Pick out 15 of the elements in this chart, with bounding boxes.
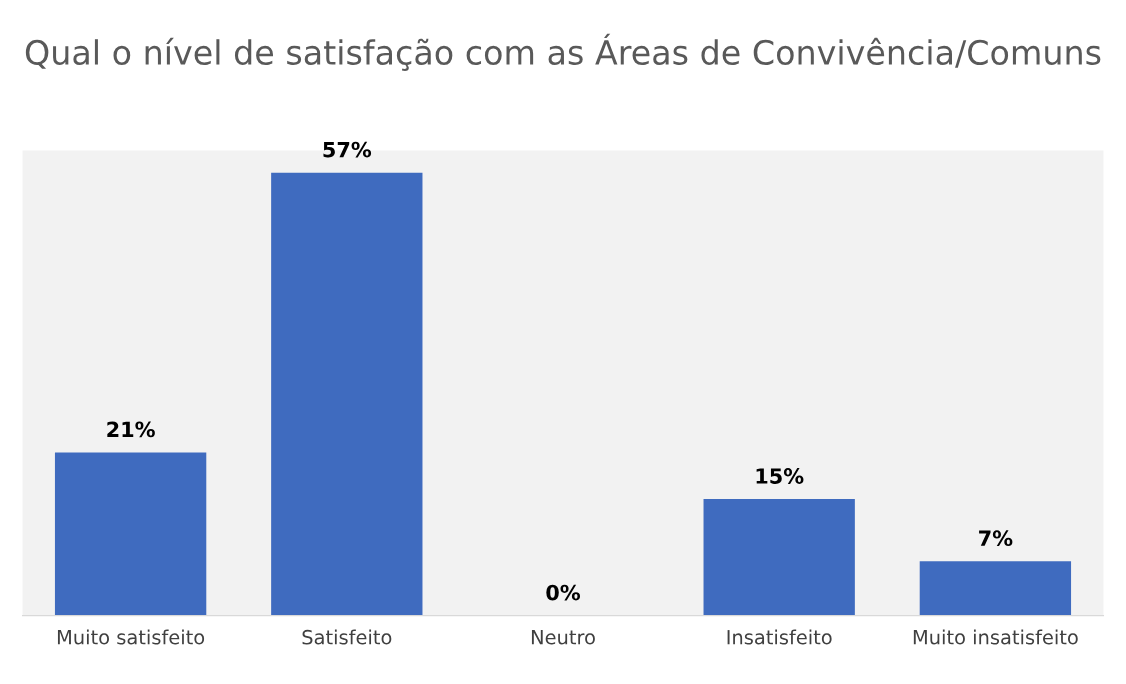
data-label: 7%: [979, 530, 1013, 547]
x-tick-label: Insatisfeito: [727, 629, 832, 645]
chart-title: Qual o nível de satisfação com as Áreas de Convivência/Comuns: [25, 33, 1101, 71]
x-tick-label: Satisfeito: [302, 629, 392, 645]
x-tick-label: Muito insatisfeito: [913, 629, 1078, 645]
bar: [54, 452, 207, 616]
bar: [271, 172, 423, 616]
data-label: 0%: [546, 584, 581, 601]
bar: [703, 499, 855, 616]
x-tick-label: Neutro: [531, 630, 595, 645]
data-label: 57%: [323, 141, 372, 158]
bar: [919, 561, 1072, 616]
data-label: 15%: [756, 468, 804, 484]
data-label: 21%: [107, 421, 155, 438]
x-tick-label: Muito satisfeito: [57, 629, 205, 645]
